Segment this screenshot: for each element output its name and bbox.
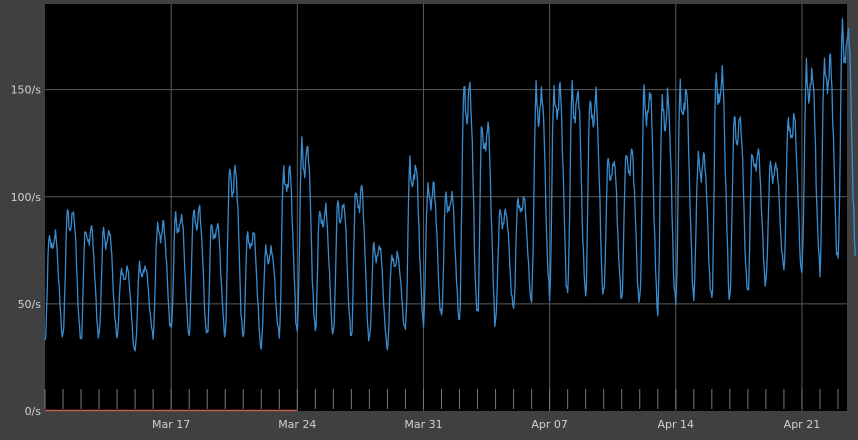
y-tick-label: 50/s xyxy=(18,298,42,311)
x-tick-label: Mar 17 xyxy=(152,418,190,431)
y-tick-label: 100/s xyxy=(11,191,42,204)
x-tick-label: Apr 14 xyxy=(658,418,695,431)
y-tick-label: 0/s xyxy=(25,405,42,418)
x-tick-label: Apr 07 xyxy=(531,418,568,431)
x-axis-tick-labels: Mar 17 Mar 24 Mar 31 Apr 07 Apr 14 Apr 21 xyxy=(152,418,820,431)
x-tick-label: Mar 24 xyxy=(278,418,316,431)
y-tick-label: 150/s xyxy=(11,84,42,97)
series-layer xyxy=(44,18,856,352)
series-line xyxy=(44,18,856,352)
x-tick-label: Mar 31 xyxy=(404,418,442,431)
y-axis-tick-labels: 0/s 50/s 100/s 150/s xyxy=(11,84,42,418)
minor-tick-marks xyxy=(44,389,839,409)
x-tick-label: Apr 21 xyxy=(784,418,821,431)
grid-lines xyxy=(45,4,847,411)
